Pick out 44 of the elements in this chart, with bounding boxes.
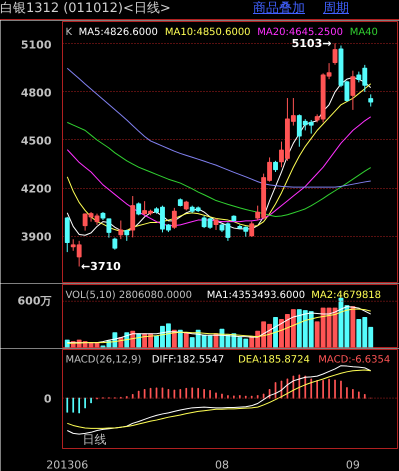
candlestick bbox=[214, 218, 218, 230]
ref-line-label: 600万 bbox=[18, 294, 52, 308]
candlestick bbox=[106, 218, 112, 238]
candlestick bbox=[273, 160, 278, 173]
text: 商品叠加 bbox=[253, 1, 305, 16]
x-tick-label: 09 bbox=[346, 458, 360, 471]
series-label: MA2:4679818 bbox=[311, 290, 382, 301]
bar bbox=[350, 306, 356, 348]
text: K bbox=[66, 26, 72, 38]
chart-title: MACD(26,12,9) bbox=[66, 354, 142, 366]
text: 周期 bbox=[323, 1, 349, 16]
line-series bbox=[66, 68, 372, 188]
x-tick-label: 201306 bbox=[46, 458, 88, 471]
y-tick-label: 4800 bbox=[20, 86, 52, 100]
x-tick-label: 08 bbox=[214, 458, 229, 471]
y-tick-label: 4500 bbox=[20, 134, 52, 148]
candlestick bbox=[124, 229, 130, 242]
candlestick bbox=[184, 200, 189, 211]
text: MA5:4826.6000 bbox=[78, 26, 158, 38]
series-label: MACD:-6.6354 bbox=[318, 354, 390, 366]
candlestick bbox=[136, 202, 142, 216]
candlestick bbox=[249, 221, 254, 238]
candlestick bbox=[350, 70, 356, 110]
candlestick bbox=[172, 207, 177, 230]
series-label: DEA:185.8724 bbox=[238, 354, 310, 366]
chart-title: 白银1312 (011012)<日线> bbox=[0, 0, 171, 18]
annotation: ←3710 bbox=[80, 260, 122, 273]
bar bbox=[273, 316, 278, 348]
y-tick-label: 5100 bbox=[20, 38, 52, 52]
y-tick-label: 4200 bbox=[20, 182, 52, 196]
text: DIFF:182.5547 bbox=[152, 354, 224, 366]
candlestick bbox=[112, 237, 118, 250]
candlestick bbox=[118, 220, 124, 240]
candlestick bbox=[332, 42, 338, 66]
x-axis-title: 日线 bbox=[82, 432, 106, 446]
series-label: MA1:4353493.6000 bbox=[206, 290, 306, 301]
candlestick bbox=[368, 94, 374, 108]
annotation: 5103→ bbox=[292, 36, 332, 50]
chart-title: VOL(5,10) 2806080.0000 bbox=[66, 290, 192, 301]
text: MA40 bbox=[350, 26, 378, 38]
text: MA20:4645.2500 bbox=[257, 26, 343, 38]
text: MA10:4850.6000 bbox=[164, 26, 251, 38]
ref-line-label: 0 bbox=[44, 392, 52, 406]
y-tick-label: 3900 bbox=[20, 230, 52, 244]
